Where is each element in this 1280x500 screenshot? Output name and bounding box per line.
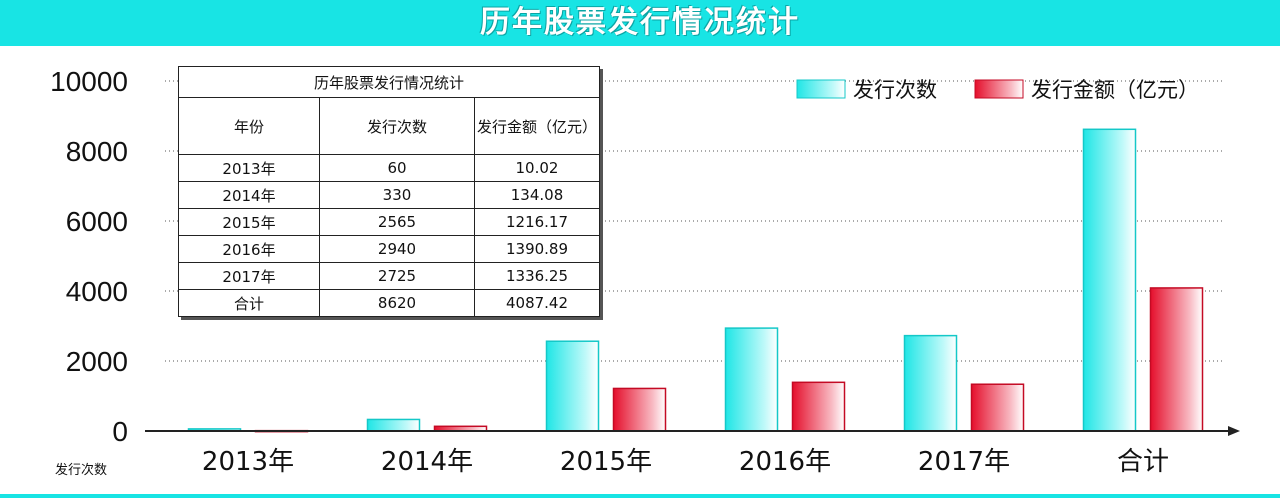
table-row: 2013年 60 10.02 <box>178 154 600 182</box>
legend-swatch-count <box>796 79 846 99</box>
table-cell: 2016年 <box>178 235 320 263</box>
bar-amount <box>612 387 667 432</box>
table-cell: 合计 <box>178 289 320 317</box>
x-tick-label: 2017年 <box>918 447 1010 477</box>
bar-count <box>903 334 958 432</box>
bar-count <box>1082 128 1137 432</box>
bar-amount <box>791 381 846 432</box>
x-tick-label: 合计 <box>1117 447 1169 477</box>
bar-count <box>724 327 779 432</box>
table-cell: 330 <box>319 181 475 209</box>
table-cell: 134.08 <box>474 181 600 209</box>
table-header-count: 发行次数 <box>319 97 475 155</box>
y-tick-label: 2000 <box>66 346 128 377</box>
table-row: 2015年 2565 1216.17 <box>178 208 600 236</box>
x-axis-ticks: 2013年 2014年 2015年 2016年 2017年 合计 <box>202 447 1169 477</box>
y-tick-label: 10000 <box>50 66 128 97</box>
table-header-year: 年份 <box>178 97 320 155</box>
legend: 发行次数 发行金额（亿元） <box>796 78 1199 102</box>
x-axis-arrow-icon <box>1228 426 1240 436</box>
bar-count <box>545 340 600 432</box>
table-header-amount: 发行金额（亿元） <box>474 97 600 155</box>
table-cell: 2940 <box>319 235 475 263</box>
legend-swatch-amount <box>974 79 1024 99</box>
y-tick-label: 0 <box>112 416 128 447</box>
table-cell: 2017年 <box>178 262 320 290</box>
y-tick-label: 6000 <box>66 206 128 237</box>
bottom-rule <box>0 494 1280 498</box>
legend-label-count: 发行次数 <box>853 78 937 102</box>
table-row: 2017年 2725 1336.25 <box>178 262 600 290</box>
table-cell: 2565 <box>319 208 475 236</box>
y-tick-label: 8000 <box>66 136 128 167</box>
table-cell: 1390.89 <box>474 235 600 263</box>
table-cell: 10.02 <box>474 154 600 182</box>
y-axis-ticks: 0 2000 4000 6000 8000 10000 <box>50 66 128 447</box>
x-tick-label: 2014年 <box>381 447 473 477</box>
x-tick-label: 2016年 <box>739 447 831 477</box>
table-cell: 1216.17 <box>474 208 600 236</box>
y-unit-label: 发行次数 <box>55 462 107 478</box>
x-tick-label: 2015年 <box>560 447 652 477</box>
table-cell: 2014年 <box>178 181 320 209</box>
table-row: 2014年 330 134.08 <box>178 181 600 209</box>
title-banner <box>0 0 1280 46</box>
table-cell: 2015年 <box>178 208 320 236</box>
bar-count <box>366 418 421 432</box>
x-tick-label: 2013年 <box>202 447 294 477</box>
data-table: 历年股票发行情况统计 年份 发行次数 发行金额（亿元） 2013年 60 10.… <box>178 66 600 317</box>
table-title: 历年股票发行情况统计 <box>178 66 600 98</box>
table-cell: 60 <box>319 154 475 182</box>
bar-amount <box>1149 287 1204 432</box>
legend-label-amount: 发行金额（亿元） <box>1031 78 1199 102</box>
page-title: 历年股票发行情况统计 <box>480 5 800 40</box>
table-cell: 2725 <box>319 262 475 290</box>
table-cell: 4087.42 <box>474 289 600 317</box>
bar-amount <box>970 383 1025 432</box>
bars <box>187 128 1204 433</box>
table-cell: 2013年 <box>178 154 320 182</box>
table-row: 2016年 2940 1390.89 <box>178 235 600 263</box>
table-cell: 1336.25 <box>474 262 600 290</box>
table-row: 合计 8620 4087.42 <box>178 289 600 317</box>
y-tick-label: 4000 <box>66 276 128 307</box>
table-cell: 8620 <box>319 289 475 317</box>
